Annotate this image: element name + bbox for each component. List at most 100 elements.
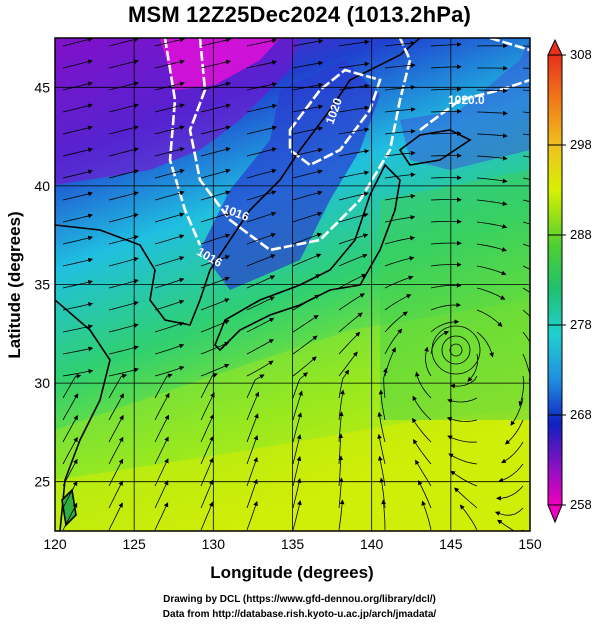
streamline-arrow — [154, 343, 185, 355]
streamline-arrow — [430, 240, 462, 246]
streamline-arrow — [292, 104, 324, 113]
streamline-arrow — [292, 169, 323, 179]
streamline-arrow — [62, 502, 78, 531]
streamline-arrow — [108, 191, 139, 201]
streamline-arrow — [467, 353, 479, 382]
streamline-arrow — [154, 373, 173, 399]
streamline-arrow — [421, 500, 432, 531]
colorbar-tick-label: 288 — [570, 227, 592, 242]
streamline-arrow — [246, 233, 276, 245]
streamline-arrow — [476, 287, 506, 300]
streamline-arrow — [338, 351, 358, 377]
streamline-arrow — [476, 155, 508, 161]
streamline-arrow — [446, 416, 478, 422]
streamline-arrow — [200, 147, 231, 157]
streamline-arrow — [246, 275, 276, 289]
streamline-arrow — [246, 82, 278, 91]
coastlines — [55, 38, 472, 531]
streamline-arrow — [62, 393, 79, 421]
streamline-arrow — [522, 45, 530, 47]
streamline-arrow — [246, 456, 258, 487]
streamline-arrow — [200, 125, 231, 135]
streamline-arrow — [246, 125, 277, 135]
streamline-arrow — [292, 147, 323, 157]
streamline-arrow — [62, 346, 94, 355]
streamline-arrow — [246, 391, 260, 421]
streamline-arrow — [338, 293, 365, 311]
streamline-arrow — [292, 315, 319, 333]
y-tick-label: 35 — [34, 277, 50, 293]
streamline-arrow — [476, 199, 508, 206]
streamline-arrow — [384, 40, 416, 47]
streamline-arrow — [154, 480, 169, 509]
streamline-arrow — [430, 131, 462, 136]
streamline-arrow — [459, 504, 478, 531]
streamline-arrow — [384, 63, 416, 69]
streamline-arrow — [522, 177, 530, 180]
streamline-arrow — [292, 253, 322, 267]
streamline-arrow — [108, 502, 123, 531]
streamline-arrow — [246, 360, 274, 377]
streamline-arrow — [384, 294, 412, 311]
streamline-arrow — [108, 213, 139, 223]
streamline-arrow — [246, 296, 275, 311]
streamline-arrow — [246, 478, 258, 509]
streamline-arrow — [154, 234, 185, 245]
streamline-arrow — [62, 81, 93, 91]
contour-label: 1020.0 — [448, 93, 485, 107]
streamline-arrow — [62, 147, 93, 157]
streamline-arrow — [108, 367, 139, 377]
streamline-arrow — [62, 213, 93, 223]
streamline-arrow — [292, 232, 322, 245]
streamline-arrow — [430, 86, 462, 92]
streamline-arrow — [108, 125, 139, 135]
streamline-arrow — [200, 59, 231, 69]
streamline-arrow — [448, 453, 478, 465]
streamline-arrow — [338, 477, 344, 509]
streamline-arrow — [522, 287, 530, 293]
streamline-arrow — [450, 470, 478, 487]
streamline-arrow — [200, 373, 218, 399]
x-tick-label: 130 — [202, 536, 226, 552]
streamline-arrow — [154, 392, 170, 421]
streamline-arrow — [498, 463, 524, 483]
streamline-arrow — [246, 147, 277, 157]
streamline-arrow — [522, 243, 530, 248]
streamline-arrow — [200, 435, 214, 465]
x-tick-label: 150 — [518, 536, 542, 552]
x-axis-label: Longitude (degrees) — [210, 563, 373, 582]
streamline-arrow — [381, 499, 386, 531]
streamline-arrow — [418, 479, 432, 509]
streamline-arrow — [292, 190, 323, 201]
streamline-arrow — [292, 335, 318, 355]
streamline-arrow — [62, 59, 93, 69]
streamline-arrow — [476, 133, 508, 139]
streamline-arrow — [246, 60, 278, 69]
streamline-arrow — [108, 81, 139, 91]
streamline-arrow — [292, 478, 302, 509]
streamline-arrow — [292, 60, 324, 69]
streamline-arrow — [200, 81, 231, 91]
streamline-arrow — [200, 363, 230, 377]
chart-title: MSM 12Z25Dec2024 (1013.2hPa) — [127, 2, 472, 27]
streamline-arrow — [62, 373, 82, 399]
streamline-arrow — [292, 372, 308, 399]
streamline-arrow — [154, 103, 185, 113]
streamline-arrow — [292, 456, 302, 487]
streamline-arrow — [62, 302, 94, 311]
streamline-arrow — [384, 193, 416, 201]
streamline-arrow — [62, 169, 93, 179]
streamline-arrow — [384, 328, 403, 355]
streamline-arrow — [496, 485, 524, 501]
streamline-arrow — [292, 356, 317, 377]
streamline-arrow — [522, 309, 530, 317]
streamline-arrow — [430, 197, 462, 203]
streamline-arrow — [377, 411, 386, 443]
streamline-arrow — [62, 480, 78, 509]
streamline-arrow — [154, 168, 185, 179]
streamline-arrow — [108, 103, 139, 113]
streamline-arrow — [522, 89, 530, 91]
streamline-arrow — [246, 413, 259, 443]
streamline-arrow — [154, 147, 185, 157]
